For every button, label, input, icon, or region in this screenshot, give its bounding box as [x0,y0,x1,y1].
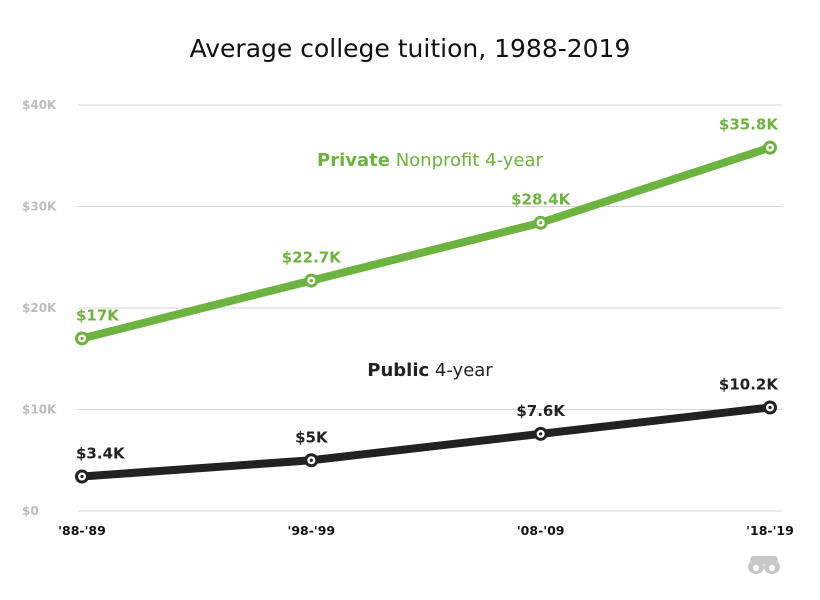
series-line [78,143,774,343]
chart-title: Average college tuition, 1988-2019 [190,34,631,63]
x-tick-label: '88-'89 [58,523,106,538]
x-tick-label: '98-'99 [288,523,336,538]
series-line [78,403,774,481]
data-label: $5K [295,428,329,446]
data-label: $7.6K [516,402,566,420]
y-tick-label: $40K [22,98,57,112]
data-point-dot [80,336,84,341]
series-label: Public 4-year [367,360,493,381]
series-label-bold: Private [317,150,390,171]
data-label: $3.4K [76,444,126,462]
binoculars-logo-icon [748,556,780,574]
data-label: $35.8K [719,116,779,134]
y-tick-label: $20K [22,301,57,315]
x-axis-ticks: '88-'89 '98-'99 '08-'09 '18-'19 [58,523,794,538]
series-public: $3.4K $5K $7.6K $10.2K Public 4-year [75,360,779,484]
data-point-dot [309,458,313,462]
series-private: $17K $22.7K $28.4K $35.8K Private Nonprofit … [75,116,779,346]
y-axis-ticks: $0 $10K $20K $30K $40K [22,98,57,518]
series-label: Private Nonprofit 4-year [317,150,543,171]
data-point-dot [768,405,772,410]
data-point-dot [80,474,84,479]
x-tick-label: '18-'19 [746,523,794,538]
x-tick-label: '08-'09 [517,523,565,538]
y-tick-label: $30K [22,200,57,214]
data-label: $17K [76,306,120,324]
data-label: $28.4K [511,191,571,209]
series-label-rest: 4-year [429,360,493,381]
series-label-bold: Public [367,360,429,381]
data-point-dot [768,146,772,150]
data-point-dot [539,221,543,225]
data-point-dot [539,432,543,436]
series-label-rest: Nonprofit 4-year [390,150,544,171]
data-point-dot [309,278,313,283]
y-tick-label: $0 [22,504,39,518]
data-label: $22.7K [282,249,342,267]
series-group: $17K $22.7K $28.4K $35.8K Private Nonprofit … [75,116,779,484]
y-tick-label: $10K [22,403,57,417]
data-label: $10.2K [719,375,779,393]
